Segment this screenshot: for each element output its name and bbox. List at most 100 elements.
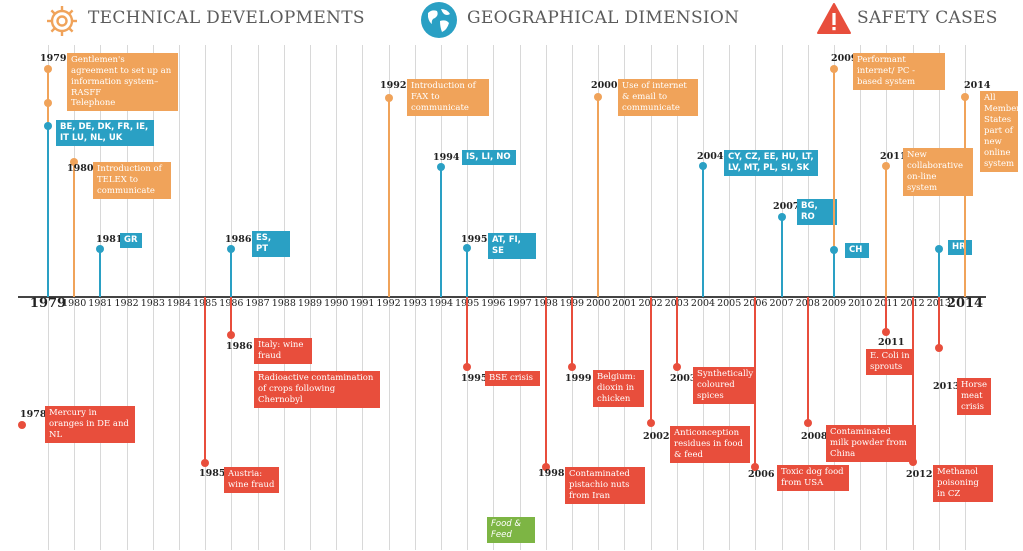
event-stem [937,249,940,297]
event-stem [440,167,442,297]
event-year-label: 2006 [748,469,775,480]
technical-1979-event-box: Telephone [67,96,178,111]
safety-2008-event-box: Contaminated milk powder from China [826,425,916,462]
year-tick-label: 1981 [88,298,113,309]
geographical-1981-event-box: GR [120,233,142,248]
event-stem [387,98,390,297]
event-dot [882,328,891,336]
event-dot [227,245,236,253]
event-year-label: 1995 [461,234,488,245]
event-year-label: 2007 [773,201,800,212]
timeline-axis [18,296,986,298]
year-tick-label: 1992 [376,298,401,309]
globe-icon [420,1,458,39]
event-dot [646,419,655,427]
event-dot [830,65,838,73]
year-tick-label: 2010 [848,298,873,309]
year-tick-label: 1988 [271,298,296,309]
year-tick-label: 1982 [114,298,139,309]
event-stem [806,297,809,423]
event-dot [777,213,786,221]
event-dot [699,162,707,170]
event-stem [649,297,652,423]
safety-2003-event-box: Synthetically coloured spices [693,367,755,404]
event-dot [934,245,943,253]
event-year-label: 1999 [565,373,592,384]
year-tick-label: 2014 [946,296,984,311]
technical-developments-heading: TECHNICAL DEVELOPMENTS [88,8,365,28]
technical-2014-event-box: All Member States part of new online sys… [980,91,1020,172]
year-tick-label: 1987 [245,298,270,309]
year-tick-label: 1983 [140,298,165,309]
event-year-label: 2011 [878,337,905,348]
event-year-label: 1986 [225,234,252,245]
technical-1979-event-box: Gentlemen's agreement to set up an infor… [67,53,178,101]
geographical-1979-event-box: BE, DE, DK, FR, IE, IT LU, NL, UK [56,120,154,146]
event-dot [594,93,603,101]
event-year-label: 1985 [199,468,226,479]
food_feed-1996-event-box: Food & Feed [487,517,535,543]
geographical-2009-event-box: CH [845,243,869,258]
year-tick-label: 1980 [62,298,87,309]
event-stem [780,217,783,297]
event-dot [17,421,26,429]
event-stem [230,249,233,297]
gear-icon [44,3,80,39]
event-dot [568,363,576,371]
event-dot [830,246,838,254]
event-year-label: 1992 [380,80,407,91]
year-tick-label: 1993 [402,298,427,309]
event-year-label: 2012 [906,469,933,480]
year-tick-label: 1990 [324,298,349,309]
year-tick-label: 2005 [717,298,742,309]
event-stem [675,297,678,367]
event-year-label: 2008 [801,431,828,442]
event-dot [44,122,52,130]
event-year-label: 2000 [591,80,618,91]
event-year-label: 1980 [67,163,94,174]
event-dot [672,363,681,371]
technical-2011-event-box: New collaborative on-line system [903,148,973,196]
year-tick-label: 1997 [507,298,532,309]
safety-2006-event-box: Toxic dog food from USA [777,465,849,491]
safety-1986-event-box: Italy: wine fraud [254,338,312,364]
event-dot [934,344,943,352]
safety-2012-event-box: Methanol poisoning in CZ [933,465,993,502]
safety-1995-event-box: BSE crisis [485,371,540,386]
year-tick-label: 1984 [166,298,192,309]
safety-1999-event-box: Belgium: dioxin in chicken [593,370,644,407]
event-dot [463,244,472,252]
event-stem [885,297,888,332]
event-year-label: 2014 [964,80,991,91]
event-stem [73,162,76,297]
event-dot [70,158,79,166]
event-dot [437,163,445,171]
year-tick-label: 1989 [297,298,323,309]
year-tick-label: 1994 [428,298,454,309]
technical-2009-event-box: Performant internet/ PC - based system [853,53,945,90]
safety-1986-event-box: Radioactive contamination of crops follo… [254,371,380,408]
event-dot [541,463,550,471]
year-tick-label: 2000 [586,298,611,309]
event-year-label: 2004 [697,151,724,162]
year-tick-label: 2007 [769,298,794,309]
event-dot [44,99,52,107]
geographical-1986-event-box: ES, PT [252,231,290,257]
safety-1998-event-box: Contaminated pistachio nuts from Iran [565,467,645,504]
safety-2013-event-box: Horse meat crisis [957,378,991,415]
event-stem [885,166,888,297]
event-year-label: 2002 [643,431,670,442]
event-dot [961,93,969,101]
event-year-label: 1978 [20,409,47,420]
event-year-label: 2013 [933,381,960,392]
safety-2011-event-box: E. Coli in sprouts [866,349,914,375]
event-stem [230,297,233,335]
event-stem [597,97,600,297]
event-year-label: 1981 [96,234,123,245]
event-dot [227,331,236,339]
event-year-label: 1986 [226,341,253,352]
technical-1992-event-box: Introduction of FAX to communicate [407,79,489,116]
event-year-label: 1979 [40,53,67,64]
event-dot [44,65,52,73]
